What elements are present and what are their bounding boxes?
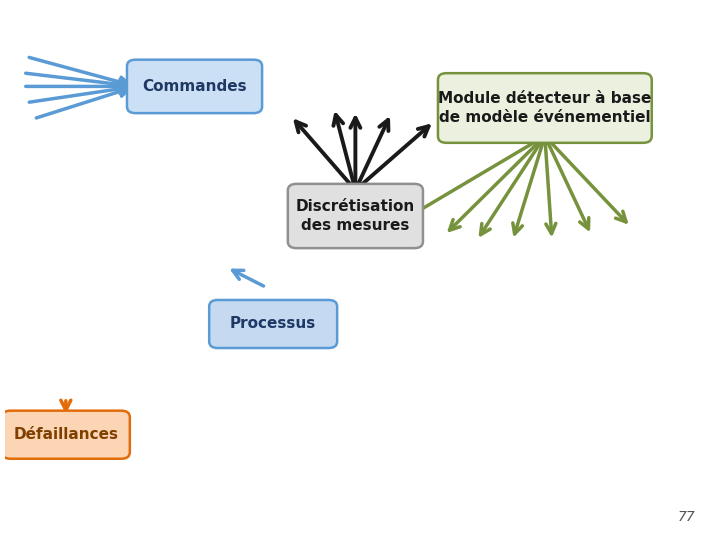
FancyBboxPatch shape [438, 73, 652, 143]
Text: Commandes: Commandes [143, 79, 247, 94]
FancyBboxPatch shape [2, 410, 130, 459]
Text: 77: 77 [678, 510, 695, 524]
FancyBboxPatch shape [210, 300, 337, 348]
Text: Défaillances: Défaillances [14, 427, 118, 442]
Text: Module détecteur à base
de modèle événementiel: Module détecteur à base de modèle événem… [438, 91, 652, 125]
Text: Discrétisation
des mesures: Discrétisation des mesures [296, 199, 415, 233]
FancyBboxPatch shape [127, 60, 262, 113]
Text: Processus: Processus [230, 316, 316, 332]
FancyBboxPatch shape [288, 184, 423, 248]
